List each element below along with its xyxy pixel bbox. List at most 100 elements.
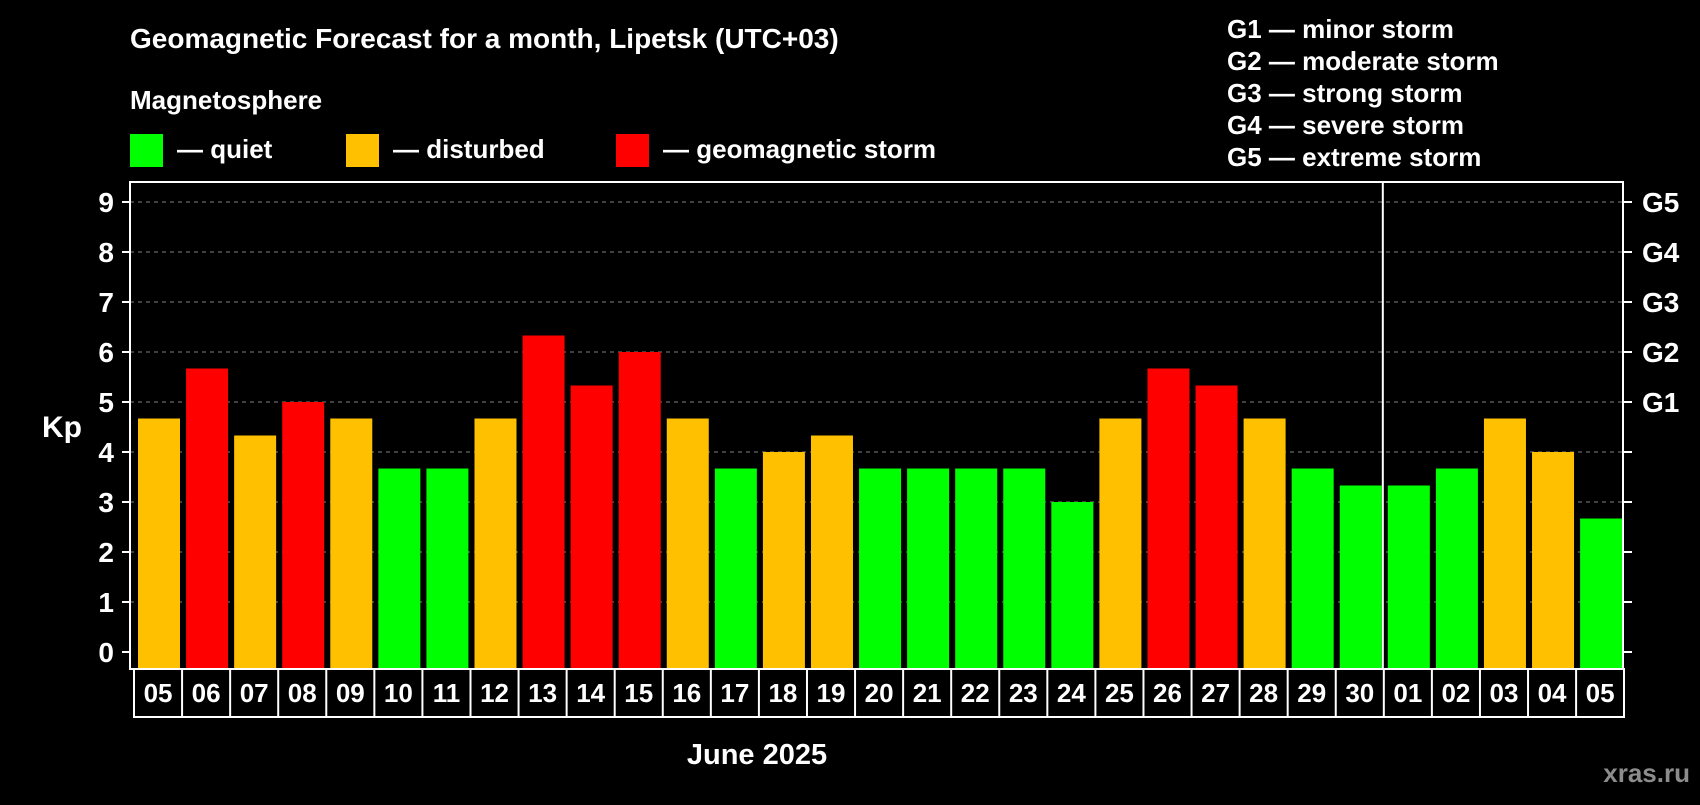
right-axis: G1 G2 G3 G4 G5: [1623, 187, 1680, 653]
bar-3: [282, 402, 325, 669]
bar-29: [1532, 452, 1575, 669]
y-tick-label-5: 5: [98, 387, 114, 418]
x-tick-label-21: 26: [1153, 678, 1182, 708]
scale-legend-item-3: G4 — severe storm: [1227, 110, 1464, 140]
x-tick-label-2: 07: [240, 678, 269, 708]
bar-1: [186, 368, 229, 669]
x-axis: 05 06 07 08 09 10 11 12 13 14 15 16 17 18 19 20 21 22 23 24…: [144, 669, 1615, 717]
bar-16: [907, 468, 950, 669]
y-axis-label: Kp: [42, 411, 82, 444]
legend-swatch-1: [346, 134, 379, 167]
bar-24: [1291, 468, 1334, 669]
color-legend: — quiet — disturbed — geomagnetic storm: [130, 134, 936, 167]
x-tick-label-18: 23: [1009, 678, 1038, 708]
x-tick-label-28: 03: [1490, 678, 1519, 708]
bar-11: [666, 418, 709, 669]
bar-18: [1003, 468, 1046, 669]
y-tick-label-3: 3: [98, 487, 114, 518]
scale-legend-item-1: G2 — moderate storm: [1227, 46, 1499, 76]
x-tick-label-12: 17: [720, 678, 749, 708]
y-tick-label-4: 4: [98, 437, 114, 468]
scale-legend-item-0: G1 — minor storm: [1227, 14, 1454, 44]
x-tick-label-24: 29: [1297, 678, 1326, 708]
legend-swatch-2: [616, 134, 649, 167]
right-tick-label-0: G1: [1642, 387, 1679, 418]
legend-title: Magnetosphere: [130, 85, 322, 115]
x-tick-label-25: 30: [1345, 678, 1374, 708]
bar-28: [1483, 418, 1526, 669]
x-tick-label-30: 05: [1586, 678, 1615, 708]
right-tick-label-3: G4: [1642, 237, 1680, 268]
right-tick-label-2: G3: [1642, 287, 1679, 318]
bar-15: [859, 468, 902, 669]
chart-title: Geomagnetic Forecast for a month, Lipets…: [130, 23, 839, 54]
x-tick-label-0: 05: [144, 678, 173, 708]
x-tick-label-13: 18: [768, 678, 797, 708]
bar-25: [1339, 485, 1382, 669]
bar-8: [522, 335, 565, 669]
x-tick-label-9: 14: [576, 678, 605, 708]
right-tick-label-1: G2: [1642, 337, 1679, 368]
x-tick-label-10: 15: [624, 678, 653, 708]
x-tick-label-4: 09: [336, 678, 365, 708]
bar-19: [1051, 502, 1094, 669]
y-tick-label-7: 7: [98, 287, 114, 318]
bar-7: [474, 418, 517, 669]
x-tick-label-3: 08: [288, 678, 317, 708]
bar-6: [426, 468, 469, 669]
legend-swatch-0: [130, 134, 163, 167]
y-axis: 0 1 2 3 4 5 6 7 8 9: [98, 187, 130, 668]
bar-4: [330, 418, 373, 669]
x-tick-label-19: 24: [1057, 678, 1086, 708]
x-tick-label-20: 25: [1105, 678, 1134, 708]
bar-0: [138, 418, 180, 669]
y-tick-label-6: 6: [98, 337, 114, 368]
x-tick-label-1: 06: [192, 678, 221, 708]
bar-21: [1147, 368, 1190, 669]
x-tick-label-8: 13: [528, 678, 557, 708]
x-tick-label-15: 20: [865, 678, 894, 708]
bars: [138, 335, 1623, 669]
x-tick-label-14: 19: [817, 678, 846, 708]
x-tick-label-26: 01: [1393, 678, 1422, 708]
x-tick-label-5: 10: [384, 678, 413, 708]
x-tick-label-16: 21: [913, 678, 942, 708]
x-tick-label-22: 27: [1201, 678, 1230, 708]
bar-30: [1580, 518, 1623, 669]
legend-label-1: — disturbed: [393, 134, 545, 164]
legend-label-0: — quiet: [177, 134, 273, 164]
bar-9: [570, 385, 613, 669]
x-axis-label: June 2025: [687, 739, 827, 771]
y-tick-label-2: 2: [98, 537, 114, 568]
x-tick-label-7: 12: [480, 678, 509, 708]
bar-27: [1435, 468, 1478, 669]
bar-12: [714, 468, 757, 669]
right-tick-label-4: G5: [1642, 187, 1679, 218]
bar-23: [1243, 418, 1286, 669]
legend-label-2: — geomagnetic storm: [663, 134, 936, 164]
bar-26: [1387, 485, 1430, 669]
bar-20: [1099, 418, 1142, 669]
bar-13: [762, 452, 805, 669]
bar-14: [810, 435, 853, 669]
x-tick-label-6: 11: [433, 678, 461, 708]
x-tick-label-11: 16: [672, 678, 701, 708]
bar-10: [618, 352, 661, 669]
x-tick-label-29: 04: [1538, 678, 1567, 708]
x-axis-box: [133, 668, 1625, 718]
y-tick-label-1: 1: [98, 587, 114, 618]
bar-17: [955, 468, 998, 669]
x-tick-label-17: 22: [961, 678, 990, 708]
y-tick-label-9: 9: [98, 187, 114, 218]
watermark: xras.ru: [1603, 758, 1690, 788]
bar-2: [234, 435, 277, 669]
y-tick-label-8: 8: [98, 237, 114, 268]
y-tick-label-0: 0: [98, 637, 114, 668]
bar-5: [378, 468, 421, 669]
scale-legend-item-2: G3 — strong storm: [1227, 78, 1462, 108]
scale-legend-item-4: G5 — extreme storm: [1227, 142, 1481, 172]
x-tick-label-23: 28: [1249, 678, 1278, 708]
bar-22: [1195, 385, 1238, 669]
